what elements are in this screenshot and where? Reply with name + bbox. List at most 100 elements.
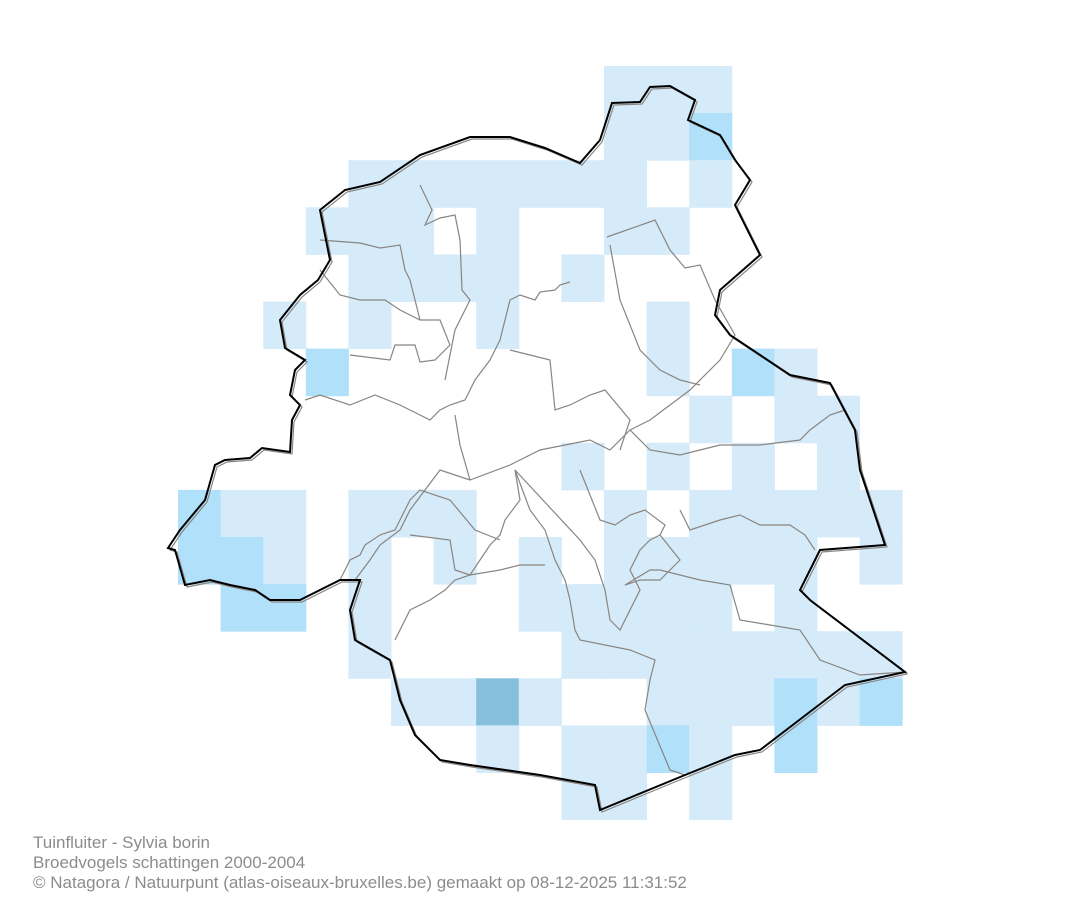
- grid-cell: [646, 301, 690, 350]
- municipality-border: [624, 534, 906, 676]
- grid-cell: [476, 207, 520, 255]
- grid-cell: [604, 207, 648, 255]
- grid-cell: [774, 631, 818, 679]
- grid-cell: [731, 489, 775, 538]
- grid-cell: [774, 584, 818, 632]
- municipality-border: [304, 281, 571, 421]
- grid-cell: [433, 678, 477, 726]
- grid-cell: [774, 725, 818, 773]
- grid-cell: [433, 489, 477, 538]
- grid-cell: [476, 678, 520, 726]
- municipality-border: [514, 469, 686, 776]
- grid-cell: [689, 678, 733, 726]
- municipality-border: [514, 469, 666, 632]
- municipality-border: [609, 244, 701, 386]
- grid-cell: [646, 584, 690, 632]
- grid-cell: [391, 207, 435, 255]
- grid-cell: [220, 489, 264, 538]
- grid-cell: [561, 254, 605, 302]
- grid-cell: [305, 348, 349, 397]
- grid-cell: [604, 537, 648, 585]
- grid-cell: [604, 160, 648, 208]
- grid-cell: [604, 489, 648, 538]
- grid-cell: [433, 160, 477, 208]
- credit-line: © Natagora / Natuurpunt (atlas-oiseaux-b…: [33, 873, 687, 892]
- grid-cell: [774, 395, 818, 444]
- grid-cell: [774, 348, 818, 397]
- grid-cell: [689, 395, 733, 444]
- grid-cell: [817, 442, 861, 491]
- municipality-borders: [304, 184, 906, 776]
- grid-cell: [518, 678, 562, 726]
- municipality-border: [319, 239, 421, 321]
- grid-cell: [859, 537, 903, 585]
- grid-cell: [689, 725, 733, 773]
- municipality-border: [354, 469, 471, 581]
- grid-cell: [433, 254, 477, 302]
- grid-cell: [561, 442, 605, 491]
- municipality-border: [319, 269, 451, 363]
- grid-cell: [220, 537, 264, 585]
- grid-cell: [561, 725, 605, 773]
- grid-cell: [646, 207, 690, 255]
- grid-cell: [604, 631, 648, 679]
- municipality-border: [339, 489, 501, 581]
- grid-cell: [263, 584, 307, 632]
- municipality-border: [409, 534, 545, 576]
- grid-cell: [689, 584, 733, 632]
- grid-cell: [518, 537, 562, 585]
- grid-cell: [859, 678, 903, 726]
- grid-cell: [689, 160, 733, 208]
- grid-cell: [178, 489, 222, 538]
- grid-cells: [178, 66, 903, 821]
- grid-cell: [604, 113, 648, 161]
- grid-cell: [476, 254, 520, 302]
- grid-cell: [646, 537, 690, 585]
- grid-cell: [731, 537, 775, 585]
- grid-cell: [689, 489, 733, 538]
- grid-cell: [348, 489, 392, 538]
- grid-cell: [646, 113, 690, 161]
- municipality-border: [394, 469, 521, 641]
- grid-cell: [817, 489, 861, 538]
- grid-cell: [646, 631, 690, 679]
- municipality-border: [454, 409, 846, 481]
- grid-cell: [689, 537, 733, 585]
- grid-cell: [263, 537, 307, 585]
- grid-cell: [518, 584, 562, 632]
- grid-cell: [348, 584, 392, 632]
- grid-cell: [518, 160, 562, 208]
- grid-cell: [731, 442, 775, 491]
- grid-cell: [731, 348, 775, 397]
- grid-cell: [604, 725, 648, 773]
- grid-cell: [774, 678, 818, 726]
- region-border: [166, 84, 908, 812]
- municipality-border: [679, 509, 816, 551]
- municipality-border: [419, 184, 471, 381]
- grid-cell: [689, 772, 733, 821]
- grid-cell: [604, 584, 648, 632]
- grid-cell: [476, 725, 520, 773]
- grid-cell: [774, 489, 818, 538]
- grid-cell: [263, 489, 307, 538]
- grid-cell: [646, 348, 690, 397]
- grid-cell: [561, 631, 605, 679]
- grid-cell: [817, 631, 861, 679]
- grid-cell: [348, 254, 392, 302]
- grid-cell: [646, 66, 690, 114]
- grid-cell: [731, 678, 775, 726]
- grid-cell: [689, 631, 733, 679]
- grid-cell: [731, 631, 775, 679]
- grid-cell: [178, 537, 222, 585]
- grid-cell: [646, 678, 690, 726]
- dataset-label: Broedvogels schattingen 2000-2004: [33, 853, 306, 872]
- grid-cell: [476, 160, 520, 208]
- grid-cell: [689, 113, 733, 161]
- grid-cell: [476, 301, 520, 350]
- grid-cell: [561, 160, 605, 208]
- grid-cell: [348, 301, 392, 350]
- species-title: Tuinfluiter - Sylvia borin: [33, 833, 210, 852]
- grid-cell: [391, 254, 435, 302]
- municipality-border: [509, 349, 631, 451]
